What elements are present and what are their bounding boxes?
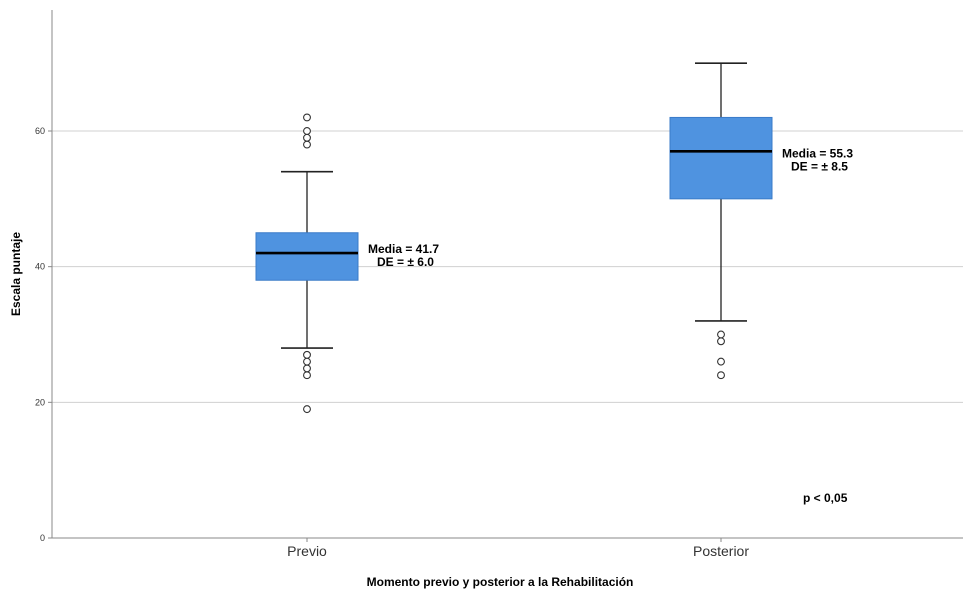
y-tick-label: 20	[35, 397, 45, 407]
outlier-point	[717, 371, 725, 380]
box-posterior: Media = 55.3DE = ± 8.5	[669, 62, 853, 380]
y-tick-label: 0	[40, 533, 45, 543]
outlier-point	[303, 140, 311, 149]
y-axis-title: Escala puntaje	[9, 232, 23, 316]
outlier-point	[717, 330, 725, 339]
outlier-point	[303, 364, 311, 373]
outlier-point	[303, 133, 311, 142]
mean-annotation: Media = 55.3	[782, 146, 853, 160]
iqr-box	[255, 232, 359, 281]
sd-annotation: DE = ± 6.0	[377, 255, 434, 269]
iqr-box	[669, 116, 773, 200]
outlier-point	[303, 127, 311, 135]
x-category-label: Posterior	[693, 543, 749, 559]
outlier-point	[303, 350, 311, 359]
outlier-point	[717, 337, 725, 346]
outlier-point	[717, 357, 725, 366]
grid-lines	[52, 130, 963, 403]
y-tick-label: 40	[35, 262, 45, 272]
outlier-point	[303, 371, 311, 380]
x-category-label: Previo	[287, 543, 327, 559]
p-value-note: p < 0,05	[803, 491, 848, 505]
mean-annotation: Media = 41.7	[368, 242, 439, 256]
sd-annotation: DE = ± 8.5	[791, 159, 848, 173]
y-tick-label: 60	[35, 126, 45, 136]
outlier-point	[303, 113, 311, 122]
y-axis-ticks: 0 20 40 60	[35, 126, 52, 543]
outlier-point	[303, 357, 311, 366]
x-axis-category-labels: Previo Posterior	[287, 538, 749, 559]
x-axis-title: Momento previo y posterior a la Rehabili…	[367, 575, 634, 589]
outlier-point	[303, 405, 311, 414]
box-previo: Media = 41.7DE = ± 6.0	[255, 113, 439, 414]
